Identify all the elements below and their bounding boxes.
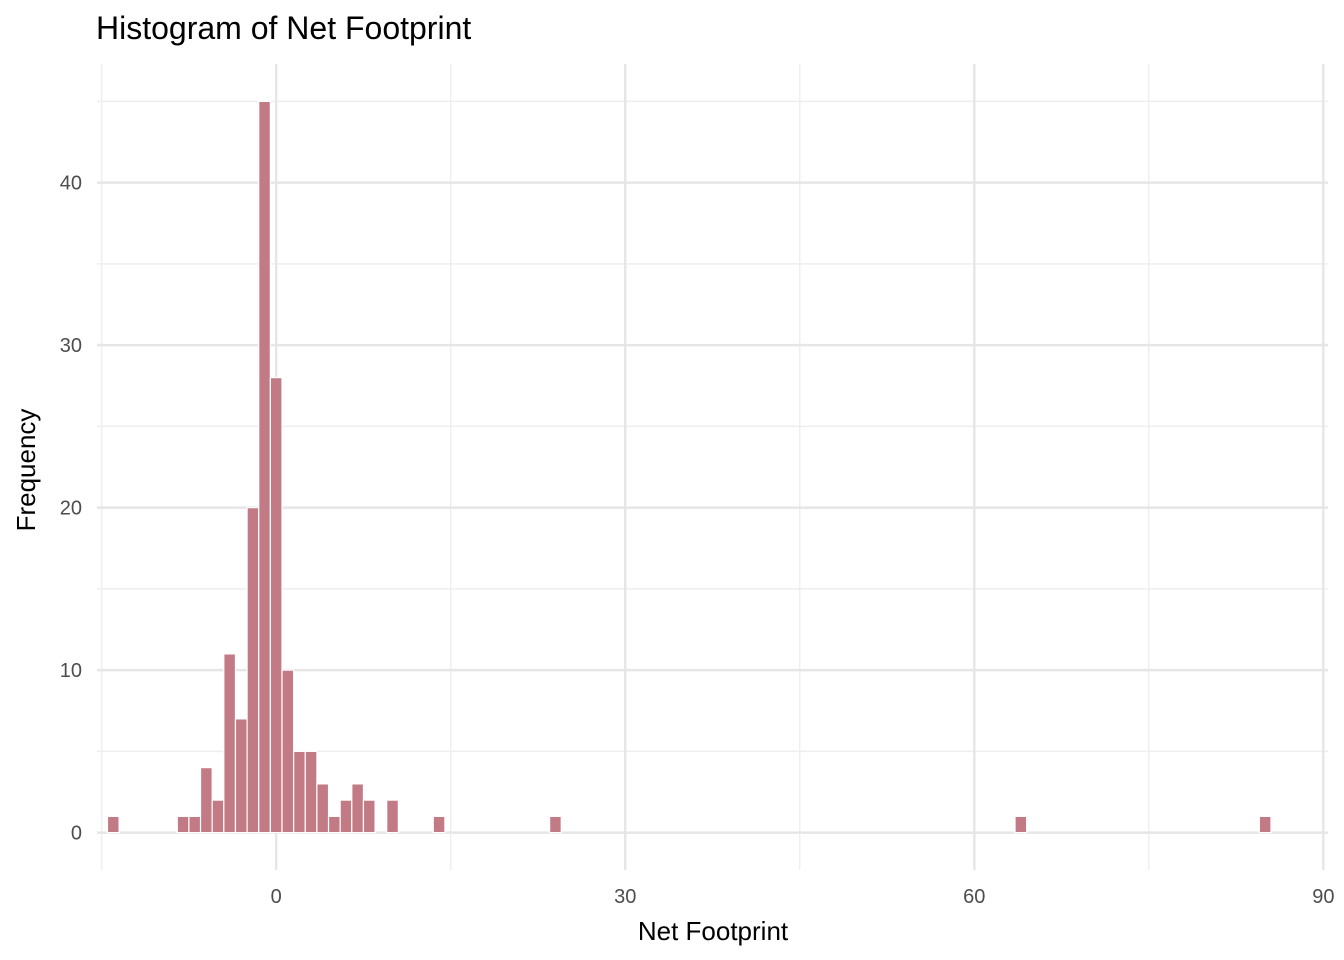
histogram-bar <box>304 750 318 834</box>
x-tick-label: 90 <box>1312 886 1334 908</box>
chart-title: Histogram of Net Footprint <box>96 10 471 46</box>
histogram-bar <box>176 815 190 834</box>
x-axis-ticks: 0 30 60 90 <box>271 886 1335 908</box>
x-tick-label: 60 <box>963 886 985 908</box>
histogram-bar <box>188 815 202 834</box>
histogram-bar <box>269 377 283 834</box>
y-axis-title: Frequency <box>11 409 41 532</box>
histogram-bar <box>106 815 120 834</box>
histogram-bar <box>362 799 376 834</box>
x-axis-title: Net Footprint <box>638 916 789 946</box>
grid-lines <box>97 64 1328 870</box>
histogram-bar <box>327 815 341 834</box>
histogram-bar <box>246 507 260 834</box>
histogram-bar <box>386 799 399 834</box>
histogram-bar <box>432 815 446 834</box>
histogram-bar <box>258 100 271 834</box>
histogram-bar <box>234 718 248 834</box>
histogram-bar <box>223 653 237 834</box>
y-tick-label: 40 <box>60 173 82 195</box>
histogram-bar <box>316 783 330 834</box>
y-tick-label: 0 <box>71 823 82 845</box>
histogram-bar <box>549 815 562 834</box>
histogram-bar <box>199 767 213 834</box>
histogram-bars <box>106 100 1272 834</box>
x-tick-label: 0 <box>271 886 282 908</box>
histogram-bar <box>281 669 295 834</box>
y-tick-label: 10 <box>60 660 82 682</box>
y-tick-label: 20 <box>60 498 82 520</box>
x-tick-label: 30 <box>614 886 636 908</box>
histogram-bar <box>293 750 306 834</box>
histogram-bar <box>1258 815 1272 834</box>
histogram-bar <box>211 799 225 834</box>
histogram-bar <box>351 783 365 834</box>
histogram-bar <box>339 799 353 834</box>
histogram-bar <box>1014 815 1028 834</box>
y-tick-label: 30 <box>60 335 82 357</box>
y-axis-ticks: 0 10 20 30 40 <box>60 173 82 845</box>
